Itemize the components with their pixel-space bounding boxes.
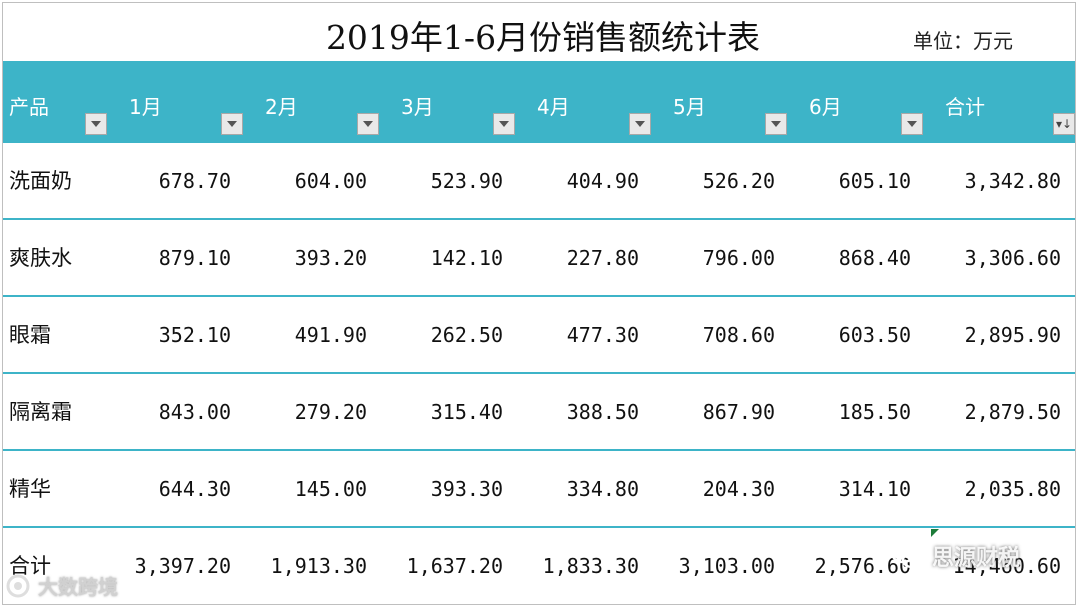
header-label: 6月 (809, 95, 842, 119)
month-value-cell[interactable]: 1,833.30 (542, 554, 639, 578)
cell-comment-marker-icon (931, 529, 939, 537)
filter-dropdown-icon[interactable] (357, 113, 379, 135)
table-row: 洗面奶 678.70 604.00 523.90 404.90 526.20 605.10 3… (3, 143, 1075, 220)
month-value-cell[interactable]: 352.10 (158, 323, 231, 347)
table-header: 产品 1月 2月 3月 4月 5月 6月 合计 ▾↓ (3, 61, 1075, 143)
month-value-cell[interactable]: 3,397.20 (134, 554, 231, 578)
sheet-title: 2019年1-6月份销售额统计表 (325, 18, 761, 57)
month-value-cell[interactable]: 879.10 (158, 246, 231, 270)
month-value-cell[interactable]: 393.30 (430, 477, 503, 501)
month-value-cell[interactable]: 142.10 (430, 246, 503, 270)
header-label: 2月 (265, 95, 298, 119)
table-row: 眼霜 352.10 491.90 262.50 477.30 708.60 603.50 2,… (3, 297, 1075, 374)
header-month-5: 5月 (657, 61, 793, 143)
month-value-cell[interactable]: 204.30 (702, 477, 775, 501)
month-value-cell[interactable]: 262.50 (430, 323, 503, 347)
header-month-3: 3月 (385, 61, 521, 143)
product-name-cell[interactable]: 眼霜 (9, 323, 51, 347)
total-cell[interactable]: 14,460.60 (952, 554, 1061, 578)
unit-label: 单位：万元 (913, 29, 1013, 53)
month-value-cell[interactable]: 491.90 (294, 323, 367, 347)
month-value-cell[interactable]: 227.80 (566, 246, 639, 270)
month-value-cell[interactable]: 867.90 (702, 400, 775, 424)
month-value-cell[interactable]: 404.90 (566, 169, 639, 193)
month-value-cell[interactable]: 796.00 (702, 246, 775, 270)
month-value-cell[interactable]: 605.10 (838, 169, 911, 193)
month-value-cell[interactable]: 3,103.00 (678, 554, 775, 578)
month-value-cell[interactable]: 388.50 (566, 400, 639, 424)
header-month-1: 1月 (113, 61, 249, 143)
watermark-left-text: 大数跨境 (38, 575, 118, 599)
filter-dropdown-icon[interactable] (221, 113, 243, 135)
month-value-cell[interactable]: 393.20 (294, 246, 367, 270)
watermark-left: 大数跨境 (4, 571, 118, 600)
month-value-cell[interactable]: 868.40 (838, 246, 911, 270)
header-label: 5月 (673, 95, 706, 119)
filter-dropdown-icon[interactable] (629, 113, 651, 135)
month-value-cell[interactable]: 1,913.30 (270, 554, 367, 578)
month-value-cell[interactable]: 843.00 (158, 400, 231, 424)
header-month-4: 4月 (521, 61, 657, 143)
header-month-2: 2月 (249, 61, 385, 143)
month-value-cell[interactable]: 185.50 (838, 400, 911, 424)
table-row: 精华 644.30 145.00 393.30 334.80 204.30 314.10 2,… (3, 451, 1075, 528)
title-row: 2019年1-6月份销售额统计表 单位：万元 (3, 3, 1075, 61)
month-value-cell[interactable]: 314.10 (838, 477, 911, 501)
filter-dropdown-icon[interactable] (493, 113, 515, 135)
header-label: 1月 (129, 95, 162, 119)
header-product: 产品 (3, 61, 113, 143)
filter-dropdown-icon[interactable] (901, 113, 923, 135)
month-value-cell[interactable]: 315.40 (430, 400, 503, 424)
filter-dropdown-icon[interactable] (85, 113, 107, 135)
table-row: 爽肤水 879.10 393.20 142.10 227.80 796.00 868.40 3… (3, 220, 1075, 297)
month-value-cell[interactable]: 644.30 (158, 477, 231, 501)
month-value-cell[interactable]: 145.00 (294, 477, 367, 501)
month-value-cell[interactable]: 604.00 (294, 169, 367, 193)
product-name-cell[interactable]: 隔离霜 (9, 400, 72, 424)
product-name-cell[interactable]: 精华 (9, 477, 51, 501)
month-value-cell[interactable]: 678.70 (158, 169, 231, 193)
wechat-icon (890, 542, 923, 569)
total-cell[interactable]: 3,306.60 (964, 246, 1061, 270)
table-row: 隔离霜 843.00 279.20 315.40 388.50 867.90 185.50 2… (3, 374, 1075, 451)
watermark-right-text: 思源财税 (932, 546, 1021, 571)
total-cell[interactable]: 3,342.80 (964, 169, 1061, 193)
header-label: 3月 (401, 95, 434, 119)
month-value-cell[interactable]: 708.60 (702, 323, 775, 347)
total-cell[interactable]: 2,879.50 (964, 400, 1061, 424)
header-total: 合计 ▾↓ (929, 61, 1075, 143)
header-label: 产品 (9, 95, 49, 119)
month-value-cell[interactable]: 279.20 (294, 400, 367, 424)
month-value-cell[interactable]: 526.20 (702, 169, 775, 193)
month-value-cell[interactable]: 603.50 (838, 323, 911, 347)
filter-dropdown-icon[interactable] (765, 113, 787, 135)
sort-filter-icon[interactable]: ▾↓ (1053, 113, 1075, 135)
total-cell[interactable]: 2,895.90 (964, 323, 1061, 347)
product-name-cell[interactable]: 合计 (9, 554, 51, 578)
month-value-cell[interactable]: 477.30 (566, 323, 639, 347)
watermark-right: 思源财税 (890, 540, 1020, 572)
month-value-cell[interactable]: 523.90 (430, 169, 503, 193)
product-name-cell[interactable]: 爽肤水 (9, 246, 72, 270)
month-value-cell[interactable]: 334.80 (566, 477, 639, 501)
header-label: 合计 (945, 95, 985, 119)
total-cell[interactable]: 2,035.80 (964, 477, 1061, 501)
product-name-cell[interactable]: 洗面奶 (9, 169, 72, 193)
table-row: 合计 3,397.20 1,913.30 1,637.20 1,833.30 3,103.… (3, 528, 1075, 605)
header-month-6: 6月 (793, 61, 929, 143)
header-label: 4月 (537, 95, 570, 119)
month-value-cell[interactable]: 1,637.20 (406, 554, 503, 578)
watermark-logo-icon (6, 574, 30, 597)
